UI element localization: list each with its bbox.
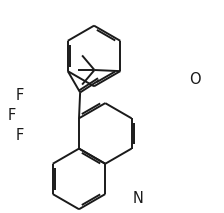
Text: F: F [8, 108, 16, 123]
Text: O: O [190, 72, 201, 87]
Text: F: F [15, 88, 24, 103]
Text: F: F [15, 128, 24, 143]
Text: N: N [133, 191, 144, 206]
